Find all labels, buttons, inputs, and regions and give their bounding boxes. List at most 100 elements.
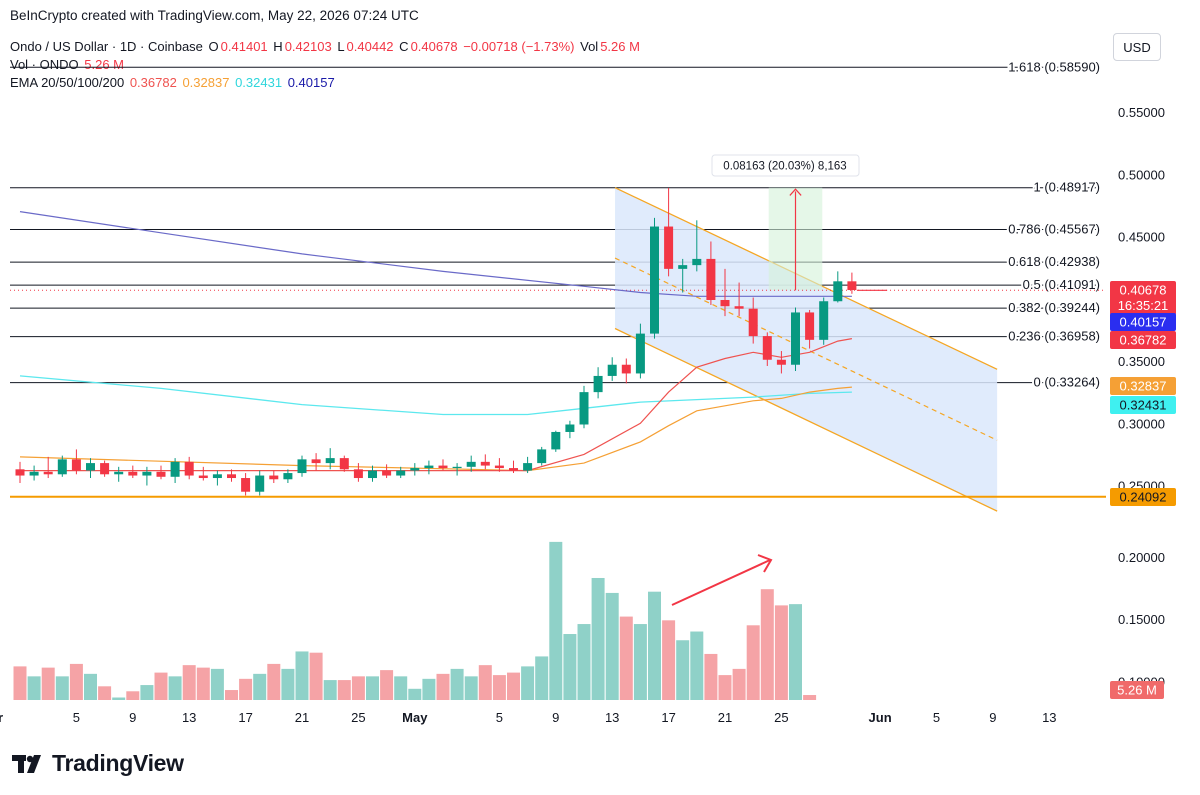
- volume-bar: [732, 668, 746, 700]
- fib-level-label: 0.5 (0.41091): [1023, 277, 1100, 292]
- ema50-line: [19, 386, 852, 472]
- x-axis-tick: Jun: [869, 710, 892, 725]
- candle-body: [86, 463, 95, 471]
- price-chart[interactable]: 1.618 (0.58590) 1 (0.48917) 0.786 (0.45567…: [0, 0, 1200, 740]
- candle-body: [424, 465, 434, 469]
- legend-row-volume: Vol · ONDO 5.26 M: [10, 56, 642, 74]
- volume-bar: [13, 666, 27, 700]
- low-value: 0.40442: [346, 39, 394, 54]
- volume-bar: [140, 685, 154, 700]
- candle-body: [128, 471, 138, 476]
- candle-body: [762, 336, 772, 360]
- fib-level-label: 0.236 (0.36958): [1008, 329, 1100, 344]
- x-axis-tick: 13: [1042, 710, 1056, 725]
- x-axis-tick: 9: [552, 710, 559, 725]
- volume-bar: [126, 691, 140, 700]
- volume-bar: [521, 666, 535, 700]
- x-axis-tick: 5: [933, 710, 940, 725]
- candle-body: [368, 470, 377, 479]
- volume-bar: [281, 668, 295, 700]
- volume-bar: [295, 651, 309, 700]
- measure-label: 0.08163 (20.03%) 8,163: [723, 161, 846, 173]
- change-value: −0.00718 (−1.73%): [463, 39, 575, 54]
- candle-body: [607, 364, 617, 376]
- candle-body: [847, 281, 857, 291]
- channel-lower-line: [614, 327, 998, 512]
- low-label: L: [337, 39, 345, 54]
- candle-body: [664, 226, 674, 269]
- volume-bar: [168, 676, 182, 700]
- candle-body: [748, 308, 758, 337]
- ema200-value: 0.40157: [287, 75, 335, 90]
- x-axis-tick: Apr: [0, 710, 3, 725]
- volume-bar: [267, 663, 281, 700]
- y-axis-tick: 0.50000: [1118, 167, 1165, 182]
- volume-bar: [112, 697, 126, 700]
- candle-body: [283, 473, 293, 480]
- x-axis-tick: 5: [496, 710, 503, 725]
- price-badge-label: 0.40157: [1120, 315, 1167, 330]
- volume-bar: [225, 690, 238, 700]
- candle-body: [565, 424, 575, 432]
- volume-bar: [450, 668, 464, 700]
- x-axis-tick: 13: [182, 710, 196, 725]
- volume-bar: [535, 656, 549, 700]
- candle-body: [438, 465, 448, 469]
- price-badge-countdown: 16:35:21: [1118, 298, 1169, 313]
- fib-level-label: 1 (0.48917): [1034, 180, 1101, 195]
- candle-body: [776, 359, 786, 365]
- candle-body: [71, 459, 81, 471]
- candle-body: [297, 459, 307, 474]
- candle-body: [706, 258, 716, 300]
- volume-bar: [774, 605, 788, 700]
- measure-label-box: [711, 154, 860, 177]
- volume-bar: [563, 634, 577, 700]
- volume-trend-arrow: [671, 559, 771, 606]
- candle-body: [410, 468, 420, 471]
- volume-bar: [323, 680, 337, 700]
- y-axis-tick: 0.20000: [1118, 550, 1165, 565]
- volume-trend-arrowhead: [757, 554, 773, 573]
- x-axis-tick: 5: [73, 710, 80, 725]
- fib-level-label: 0.618 (0.42938): [1008, 254, 1100, 269]
- vol-value: 5.26 M: [600, 39, 640, 54]
- candle-body: [819, 301, 829, 340]
- channel-median-line: [614, 257, 998, 441]
- volume-bar: [633, 624, 647, 700]
- candle-body: [227, 474, 236, 479]
- measure-arrow-head: [789, 188, 802, 196]
- candle-body: [466, 461, 476, 467]
- x-axis-tick: May: [402, 710, 428, 725]
- candle-body: [650, 226, 659, 334]
- candle-body: [156, 471, 166, 477]
- candle-body: [734, 306, 744, 309]
- price-badge-label: 0.32837: [1120, 379, 1167, 394]
- fib-level-label: 0.786 (0.45567): [1008, 221, 1100, 236]
- volume-bar: [69, 663, 83, 700]
- tradingview-brand: TradingView: [12, 750, 184, 777]
- fib-level-label: 1.618 (0.58590): [1008, 59, 1100, 74]
- price-badge-label: 0.24092: [1120, 490, 1167, 505]
- volume-bar: [182, 665, 196, 700]
- volume-bar: [478, 665, 492, 700]
- legend-symbol[interactable]: Ondo / US Dollar · 1D · Coinbase: [10, 39, 203, 54]
- candle-body: [212, 474, 222, 479]
- ema-label[interactable]: EMA 20/50/100/200: [10, 75, 125, 90]
- y-axis-tick: 0.15000: [1118, 612, 1165, 627]
- y-axis-tick: 0.30000: [1118, 416, 1165, 431]
- candle-body: [114, 471, 124, 475]
- volume-bar: [760, 589, 774, 700]
- legend-row-price: Ondo / US Dollar · 1D · Coinbase O 0.4140…: [10, 38, 642, 56]
- volume-bar: [366, 676, 379, 700]
- currency-button[interactable]: USD: [1113, 33, 1161, 61]
- volume-bar: [746, 625, 760, 700]
- x-axis-tick: 17: [661, 710, 675, 725]
- volume-bar: [154, 672, 168, 700]
- high-value: 0.42103: [284, 39, 332, 54]
- volume-bar: [253, 673, 267, 700]
- volume-bar: [789, 604, 802, 700]
- vol-series-label[interactable]: Vol · ONDO: [10, 57, 79, 72]
- candle-body: [551, 431, 561, 450]
- volume-bar: [464, 676, 478, 700]
- high-label: H: [273, 39, 283, 54]
